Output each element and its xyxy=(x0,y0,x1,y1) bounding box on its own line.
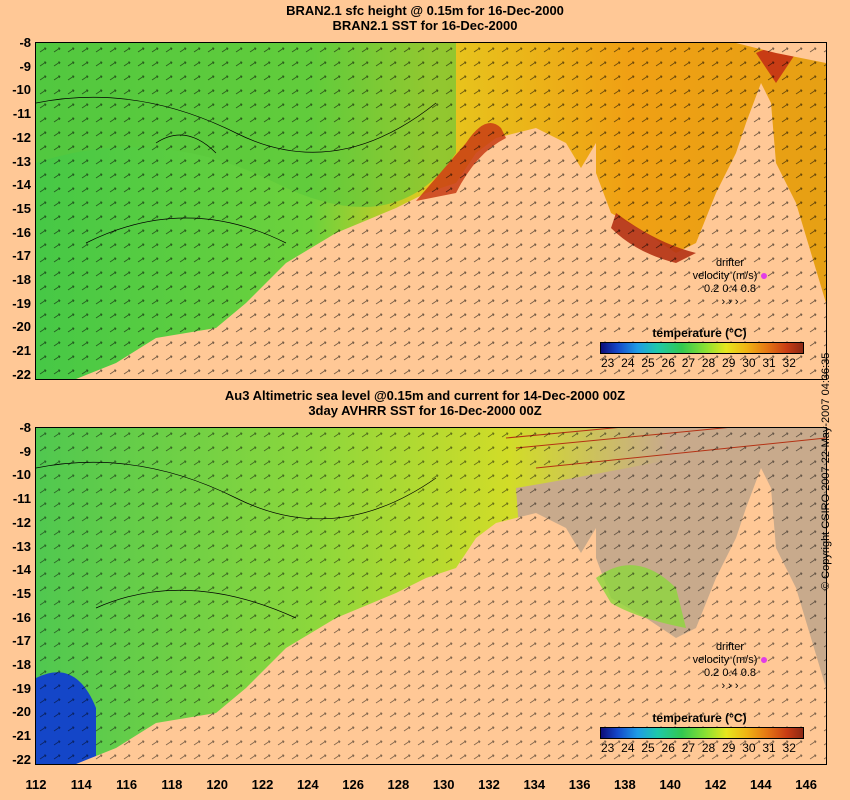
drifter-arrows: › › › xyxy=(721,296,739,308)
latitude-tick-label: -17 xyxy=(12,633,31,649)
legend-tick: 26 xyxy=(661,741,675,755)
longitude-tick-label: 130 xyxy=(432,777,455,792)
legend-ticks: 23 24 25 26 27 28 29 30 31 32 xyxy=(597,741,802,755)
drifter-scale: 0.2 0.4 0.8 xyxy=(704,283,756,295)
top-temperature-legend: temperature (°C) 23 24 25 26 27 28 29 30… xyxy=(597,326,804,370)
longitude-tick-label: 138 xyxy=(614,777,636,792)
legend-tick: 29 xyxy=(722,356,736,370)
legend-tick: 24 xyxy=(621,356,635,370)
longitude-tick-label: 146 xyxy=(795,777,817,792)
legend-tick: 23 xyxy=(601,741,615,755)
drifter-velocity-label: velocity (m/s) xyxy=(692,270,758,282)
longitude-tick-label: 126 xyxy=(342,777,364,792)
latitude-tick-label: -10 xyxy=(12,82,31,98)
longitude-tick-label: 134 xyxy=(523,777,546,792)
top-panel-title-2: BRAN2.1 SST for 16-Dec-2000 xyxy=(332,18,518,33)
latitude-tick-label: -16 xyxy=(12,224,31,240)
longitude-tick-label: 118 xyxy=(161,777,183,792)
latitude-tick-label: -19 xyxy=(12,680,31,696)
legend-tick: 26 xyxy=(661,356,675,370)
copyright-notice: © Copyright CSIRO 2007 22-May-2007 04:36… xyxy=(820,352,832,590)
longitude-tick-label: 142 xyxy=(704,777,727,792)
bottom-panel-title-2: 3day AVHRR SST for 16-Dec-2000 00Z xyxy=(308,403,542,418)
bottom-drifter-key: drifter velocity (m/s) 0.2 0.4 0.8 › › › xyxy=(690,641,770,693)
latitude-tick-label: -17 xyxy=(12,248,31,264)
legend-ticks: 23 24 25 26 27 28 29 30 31 32 xyxy=(597,356,802,370)
legend-tick: 31 xyxy=(762,356,776,370)
drifter-velocity-label: velocity (m/s) xyxy=(692,654,758,666)
top-sst-map[interactable] xyxy=(35,42,827,380)
latitude-tick-label: -20 xyxy=(12,704,31,720)
legend-tick: 28 xyxy=(701,741,716,755)
drifter-scale: 0.2 0.4 0.8 xyxy=(704,667,756,679)
latitude-tick-label: -9 xyxy=(19,443,31,459)
latitude-tick-label: -20 xyxy=(12,319,31,335)
drifter-label: drifter xyxy=(715,641,745,653)
drifter-label: drifter xyxy=(715,257,745,269)
legend-tick: 25 xyxy=(641,741,655,755)
longitude-tick-label: 136 xyxy=(568,777,591,792)
longitude-tick-label: 124 xyxy=(296,777,319,792)
legend-tick: 27 xyxy=(681,741,696,755)
bottom-temperature-legend: temperature (°C) 23 24 25 26 27 28 29 30… xyxy=(597,711,804,755)
longitude-tick-label: 128 xyxy=(387,777,410,792)
latitude-tick-label: -12 xyxy=(12,129,31,145)
legend-tick: 24 xyxy=(621,741,635,755)
latitude-tick-label: -22 xyxy=(12,751,31,767)
latitude-tick-label: -21 xyxy=(12,728,31,744)
latitude-tick-label: -14 xyxy=(12,562,31,578)
latitude-tick-label: -15 xyxy=(12,585,31,601)
longitude-tick-label: 116 xyxy=(116,777,138,792)
latitude-tick-label: -19 xyxy=(12,295,31,311)
longitude-tick-label: 144 xyxy=(749,777,772,792)
top-map-canvas xyxy=(36,43,826,379)
latitude-tick-label: -13 xyxy=(12,538,31,554)
bottom-panel-title-1: Au3 Altimetric sea level @0.15m and curr… xyxy=(224,388,626,403)
legend-colorbar xyxy=(600,727,804,739)
latitude-tick-label: -11 xyxy=(12,106,31,122)
latitude-tick-label: -18 xyxy=(12,272,31,287)
latitude-tick-label: -15 xyxy=(12,200,31,216)
latitude-tick-label: -8 xyxy=(19,420,31,435)
latitude-tick-label: -22 xyxy=(12,366,31,382)
latitude-tick-label: -9 xyxy=(19,58,31,74)
longitude-tick-label: 112 xyxy=(25,777,47,792)
latitude-tick-label: -18 xyxy=(12,657,31,672)
legend-title: temperature (°C) xyxy=(652,711,747,725)
latitude-tick-label: -21 xyxy=(12,343,31,359)
top-panel-title-1: BRAN2.1 sfc height @ 0.15m for 16-Dec-20… xyxy=(286,3,564,18)
longitude-tick-label: 132 xyxy=(478,777,500,792)
latitude-tick-label: -14 xyxy=(12,177,31,193)
legend-colorbar xyxy=(600,342,804,354)
drifter-arrows: › › › xyxy=(721,680,739,692)
latitude-tick-label: -8 xyxy=(19,35,31,50)
legend-tick: 27 xyxy=(681,356,696,370)
legend-tick: 32 xyxy=(782,356,796,370)
drifter-dot-icon xyxy=(761,273,768,280)
longitude-tick-label: 120 xyxy=(206,777,229,792)
latitude-tick-label: -11 xyxy=(12,491,31,507)
legend-title: temperature (°C) xyxy=(652,326,747,340)
bottom-map-canvas xyxy=(36,428,826,764)
legend-tick: 31 xyxy=(762,741,776,755)
legend-tick: 30 xyxy=(742,356,756,370)
drifter-dot-icon xyxy=(761,657,768,664)
latitude-tick-label: -12 xyxy=(12,514,31,530)
longitude-tick-label: 114 xyxy=(70,777,92,792)
legend-tick: 30 xyxy=(742,741,756,755)
bottom-sst-map[interactable] xyxy=(35,427,827,765)
longitude-tick-label: 122 xyxy=(251,777,274,792)
legend-tick: 29 xyxy=(722,741,736,755)
latitude-tick-label: -10 xyxy=(12,467,31,483)
legend-tick: 32 xyxy=(782,741,796,755)
legend-tick: 25 xyxy=(641,356,655,370)
latitude-tick-label: -13 xyxy=(12,153,31,169)
latitude-tick-label: -16 xyxy=(12,609,31,625)
longitude-tick-label: 140 xyxy=(659,777,682,792)
legend-tick: 28 xyxy=(701,356,716,370)
legend-tick: 23 xyxy=(601,356,615,370)
top-drifter-key: drifter velocity (m/s) 0.2 0.4 0.8 › › › xyxy=(690,257,770,309)
